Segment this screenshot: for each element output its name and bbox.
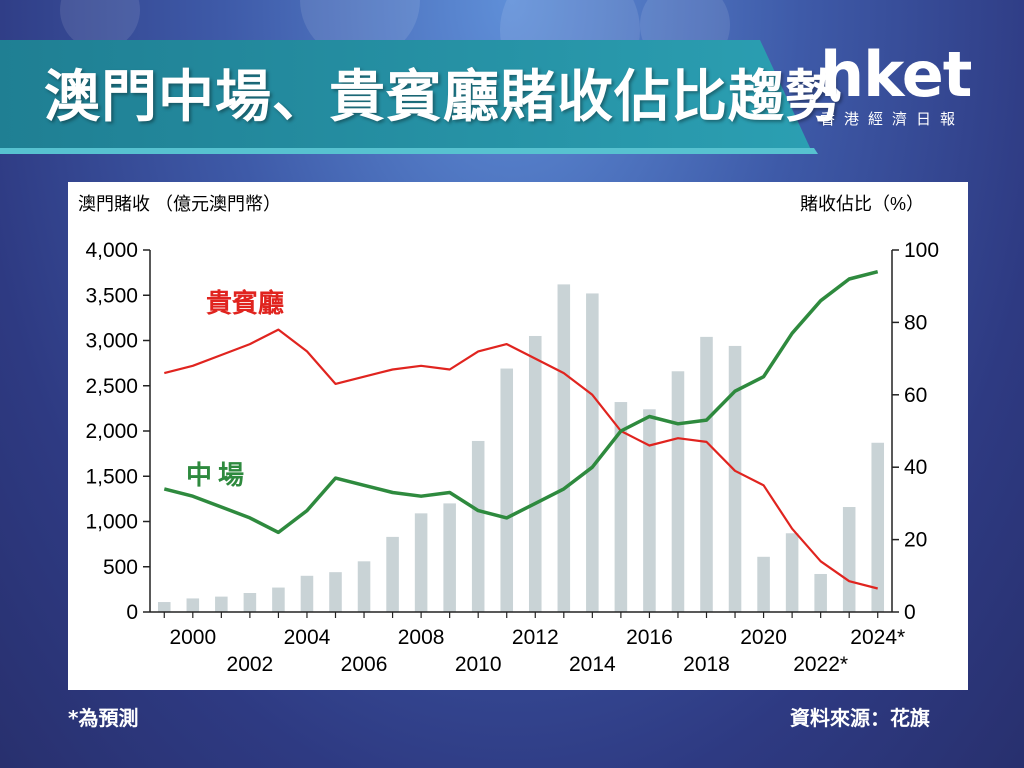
left-tick-label: 500: [103, 556, 138, 579]
left-tick-label: 4,000: [85, 239, 138, 262]
chart: 澳門賭收 （億元澳門幣） 賭收佔比（%） 0 500 1,000 1,500 2,000 2,…: [78, 194, 939, 676]
bar: [272, 587, 285, 612]
bar: [814, 573, 827, 612]
bar: [243, 592, 257, 612]
bar: [728, 345, 742, 612]
bar: [443, 503, 456, 612]
bar: [614, 402, 628, 612]
bar: [357, 561, 371, 612]
bar: [785, 533, 799, 612]
x-tick-label: 2002: [227, 653, 274, 676]
x-tick-label: 2022*: [793, 653, 848, 676]
left-tick-label: 2,000: [85, 420, 138, 443]
bar: [557, 284, 571, 612]
x-tick-label: 2020: [740, 626, 787, 649]
bar: [300, 575, 314, 612]
right-tick-label: 100: [904, 239, 939, 262]
logo-wordmark: hket: [820, 38, 972, 111]
left-tick-label: 3,000: [85, 330, 138, 353]
bar: [528, 335, 542, 612]
bar: [471, 440, 485, 612]
bar: [329, 572, 342, 612]
x-tick-label: 2014: [569, 653, 616, 676]
right-tick-label: 80: [904, 311, 927, 334]
bar: [215, 596, 228, 612]
bar: [157, 602, 171, 612]
bar: [186, 598, 200, 612]
source-note: 資料來源：花旗: [790, 706, 930, 730]
left-tick-label: 3,500: [85, 284, 138, 307]
title-banner: [0, 40, 812, 152]
right-axis-title: 賭收佔比（%）: [800, 194, 924, 214]
bar: [414, 513, 428, 612]
bar: [842, 507, 856, 612]
vip-series-line: [164, 328, 878, 590]
bar: [386, 536, 399, 612]
right-tick-label: 0: [904, 601, 916, 624]
bar: [586, 293, 599, 612]
x-tick-label: 2006: [341, 653, 388, 676]
bar: [700, 336, 713, 612]
right-tick-label: 40: [904, 456, 927, 479]
bar: [500, 368, 514, 612]
bar: [757, 556, 770, 612]
left-tick-label: 0: [126, 601, 138, 624]
x-tick-label: 2016: [626, 626, 673, 649]
page-title: 澳門中場、貴賓廳賭收佔比趨勢: [44, 65, 842, 130]
right-tick-label: 20: [904, 529, 927, 552]
bar: [871, 442, 885, 612]
x-tick-label: 2004: [284, 626, 331, 649]
hket-logo: hket 香港經濟日報: [820, 44, 990, 134]
bar: [643, 409, 656, 612]
x-tick-label: 2008: [398, 626, 445, 649]
left-tick-label: 1,000: [85, 511, 138, 534]
x-tick-label: 2010: [455, 653, 502, 676]
vip-series-label: 貴賓廳: [206, 288, 284, 318]
mass-series-label: 中場: [186, 460, 250, 490]
mass-series-line: [163, 270, 879, 535]
left-tick-label: 2,500: [85, 375, 138, 398]
x-tick-label: 2012: [512, 626, 559, 649]
title-banner-stripe: [0, 148, 818, 154]
left-tick-label: 1,500: [85, 465, 138, 488]
x-tick-label: 2000: [169, 626, 216, 649]
chart-panel: 澳門賭收 （億元澳門幣） 賭收佔比（%） 0 500 1,000 1,500 2,000 2,…: [68, 182, 968, 690]
x-tick-label: 2024*: [850, 626, 905, 649]
x-tick-label: 2018: [683, 653, 730, 676]
bar: [671, 371, 685, 612]
right-tick-label: 60: [904, 384, 927, 407]
left-axis-title: 澳門賭收 （億元澳門幣）: [78, 194, 281, 214]
logo-subtitle: 香港經濟日報: [820, 110, 965, 128]
forecast-note: *為預測: [68, 706, 139, 730]
